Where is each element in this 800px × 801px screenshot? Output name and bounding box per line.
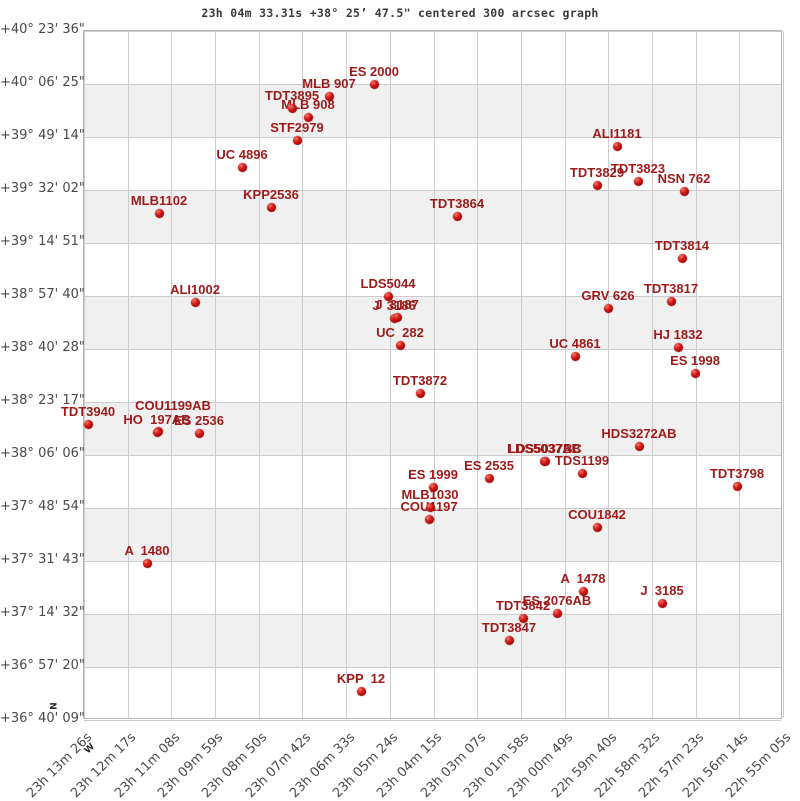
y-tick-label: +39° 14' 51"	[0, 234, 85, 249]
grid-line-h	[84, 137, 781, 138]
grid-line-v	[346, 31, 348, 718]
grid-line-v	[608, 31, 610, 718]
y-tick-label: +38° 57' 40"	[0, 287, 85, 302]
grid-line-h	[84, 190, 781, 191]
grid-line-v	[477, 31, 479, 718]
y-tick-label: +36° 40' 09"	[0, 711, 85, 726]
grid-line-h	[84, 667, 781, 668]
grid-line-v	[783, 31, 784, 718]
grid-line-h	[84, 243, 781, 244]
grid-line-h	[84, 349, 781, 350]
grid-line-v	[84, 31, 85, 718]
grid-line-h	[84, 508, 781, 509]
grid-line-v	[739, 31, 741, 718]
chart-title: 23h 04m 33.31s +38° 25’ 47.5" centered 3…	[201, 6, 599, 20]
y-tick-label: +39° 49' 14"	[0, 128, 85, 143]
y-tick-label: +37° 48' 54"	[0, 499, 85, 514]
grid-line-v	[127, 31, 129, 718]
grid-line-v	[389, 31, 391, 718]
plot-area	[83, 30, 784, 721]
grid-line-h	[84, 296, 781, 297]
compass-north-label: N	[46, 702, 57, 710]
row-band	[84, 614, 781, 667]
grid-line-v	[171, 31, 173, 718]
y-tick-label: +37° 31' 43"	[0, 552, 85, 567]
row-band	[84, 402, 781, 455]
grid-line-v	[258, 31, 260, 718]
grid-line-v	[302, 31, 304, 718]
grid-line-h	[84, 455, 781, 456]
row-band	[84, 190, 781, 243]
y-tick-label: +39° 32' 02"	[0, 181, 85, 196]
grid-line-v	[695, 31, 697, 718]
grid-line-h	[84, 402, 781, 403]
y-tick-label: +38° 06' 06"	[0, 446, 85, 461]
grid-line-h	[84, 31, 781, 32]
y-tick-label: +40° 23' 36"	[0, 22, 85, 37]
y-tick-label: +37° 14' 32"	[0, 605, 85, 620]
y-tick-label: +38° 23' 17"	[0, 393, 85, 408]
row-band	[84, 508, 781, 561]
grid-line-h	[84, 561, 781, 562]
grid-line-v	[651, 31, 653, 718]
grid-line-v	[564, 31, 566, 718]
grid-line-h	[84, 720, 781, 721]
grid-line-v	[215, 31, 217, 718]
y-tick-label: +36° 57' 20"	[0, 658, 85, 673]
row-band	[84, 296, 781, 349]
y-tick-label: +38° 40' 28"	[0, 340, 85, 355]
row-band	[84, 84, 781, 137]
grid-line-v	[520, 31, 522, 718]
y-tick-label: +40° 06' 25"	[0, 75, 85, 90]
grid-line-h	[84, 614, 781, 615]
grid-line-h	[84, 84, 781, 85]
grid-line-v	[433, 31, 435, 718]
